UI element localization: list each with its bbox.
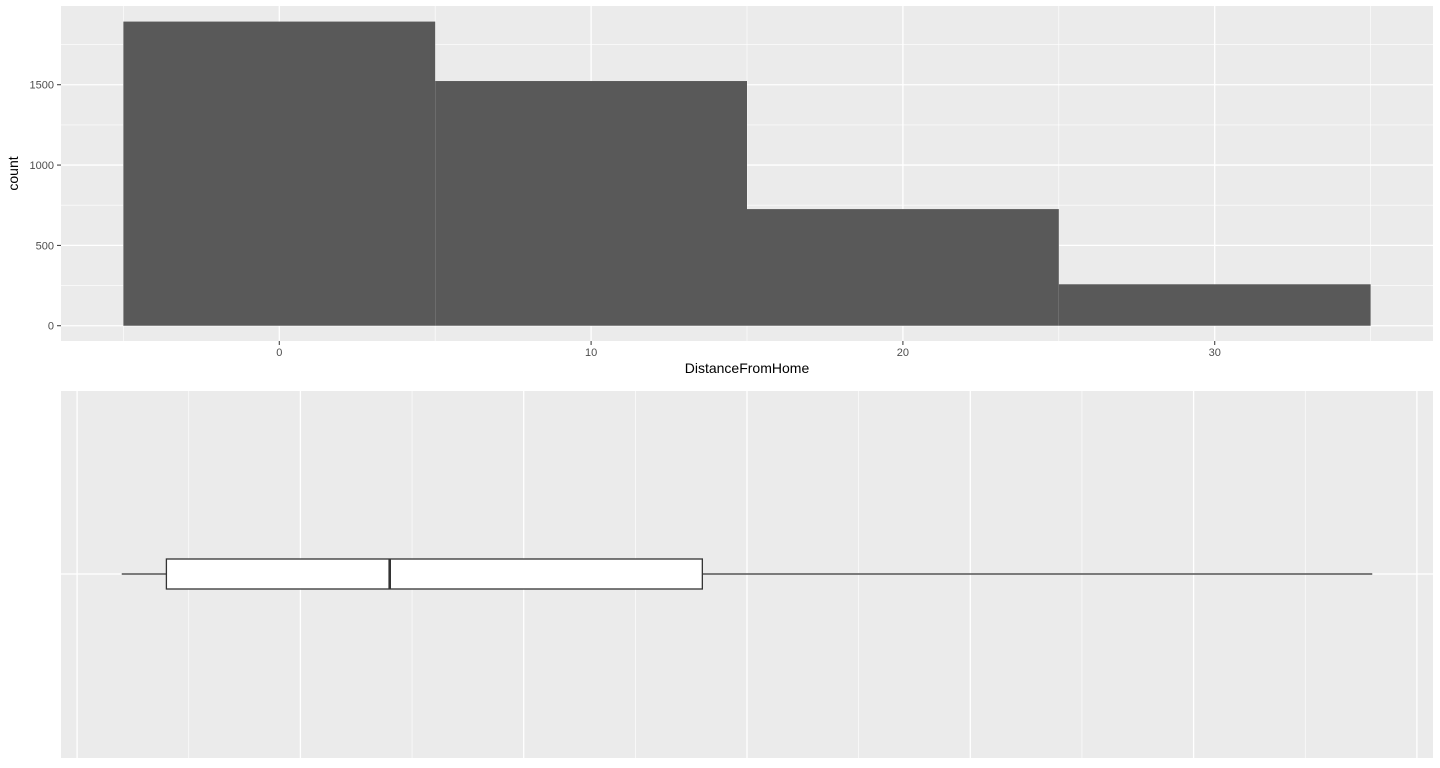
- boxplot-box: [165, 558, 703, 590]
- histogram-y-tick-label: 500: [36, 240, 54, 252]
- histogram-x-tick-label: 10: [585, 347, 597, 359]
- histogram-y-tick-label: 1500: [30, 80, 54, 92]
- histogram-bar-4: [1058, 284, 1371, 326]
- histogram-y-tick-label: 0: [48, 321, 54, 333]
- histogram-panel: 0 10 20 30 0 500 1000 1500 DistanceFromHome count: [5, 6, 1433, 376]
- histogram-x-axis-title: DistanceFromHome: [685, 360, 810, 376]
- histogram-x-tick-label: 30: [1209, 347, 1221, 359]
- histogram-x-tick-label: 20: [897, 347, 909, 359]
- histogram-y-tick-label: 1000: [30, 160, 54, 172]
- histogram-y-axis-title: count: [5, 156, 21, 190]
- boxplot-panel: [61, 391, 1433, 758]
- histogram-bar-3: [747, 209, 1059, 326]
- histogram-x-tick-label: 0: [276, 347, 282, 359]
- histogram-bar-2: [435, 81, 747, 326]
- histogram-bar-1: [123, 21, 436, 326]
